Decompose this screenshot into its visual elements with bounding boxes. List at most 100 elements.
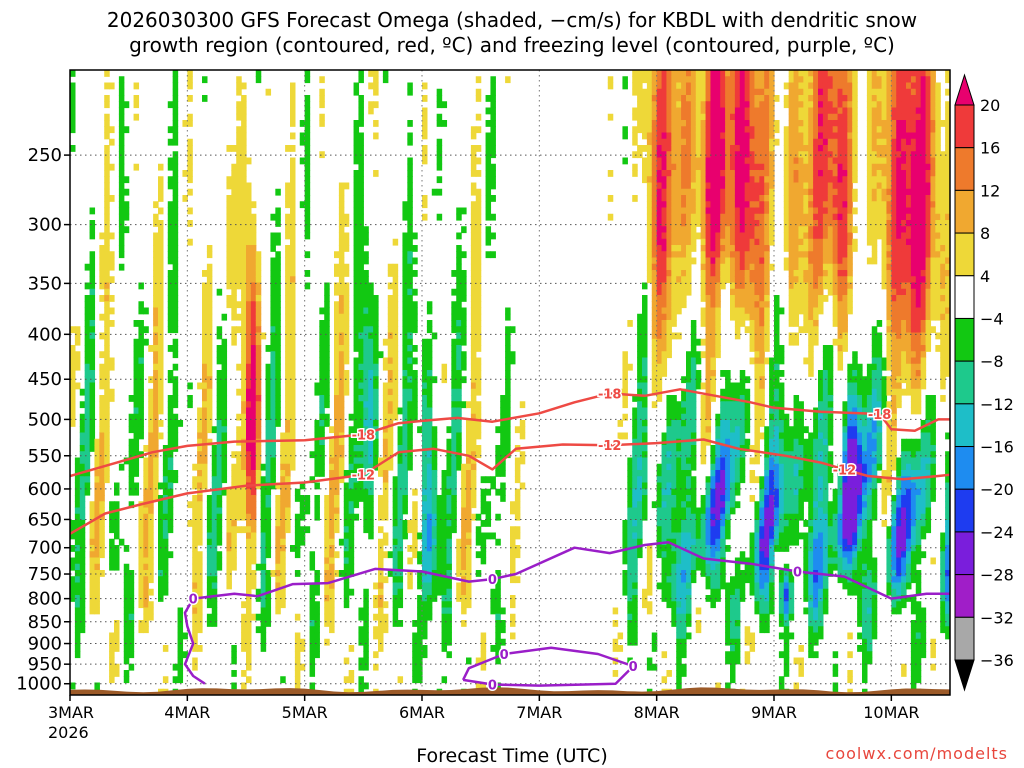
omega-cell: [373, 407, 379, 415]
omega-cell: [690, 545, 697, 552]
omega-cell: [241, 601, 247, 609]
omega-cell: [255, 276, 262, 284]
omega-cell: [656, 113, 663, 121]
omega-cell: [241, 201, 247, 209]
omega-cell: [319, 382, 325, 390]
omega-cell: [676, 151, 682, 159]
omega-cell: [358, 688, 364, 695]
omega-cell: [270, 270, 276, 277]
omega-cell: [290, 257, 296, 265]
omega-cell: [676, 482, 682, 490]
omega-cell: [681, 288, 687, 296]
omega-cell: [373, 438, 379, 446]
omega-cell: [70, 401, 76, 409]
omega-cell: [661, 320, 668, 327]
omega-cell: [666, 163, 672, 171]
omega-cell: [402, 238, 408, 246]
omega-cell: [451, 407, 457, 415]
omega-cell: [690, 426, 697, 434]
omega-cell: [79, 551, 86, 559]
omega-cell: [475, 401, 482, 409]
omega-cell: [642, 395, 648, 402]
omega-cell: [475, 513, 482, 521]
omega-cell: [158, 307, 164, 315]
omega-cell: [466, 445, 472, 452]
omega-cell: [690, 95, 697, 102]
omega-cell: [236, 107, 242, 115]
omega-cell: [397, 532, 404, 540]
omega-cell: [304, 107, 311, 115]
omega-cell: [500, 495, 506, 502]
omega-cell: [705, 345, 712, 352]
omega-cell: [280, 470, 286, 477]
omega-cell: [637, 70, 643, 77]
omega-cell: [700, 151, 707, 159]
omega-cell: [216, 370, 223, 377]
omega-cell: [172, 232, 179, 240]
omega-cell: [715, 595, 721, 602]
omega-cell: [260, 588, 267, 596]
omega-cell: [74, 482, 81, 490]
omega-cell: [89, 607, 96, 615]
omega-cell: [182, 170, 188, 177]
omega-cell: [422, 145, 428, 152]
omega-cell: [387, 388, 394, 396]
omega-cell: [128, 651, 135, 659]
omega-cell: [710, 601, 716, 609]
omega-cell: [206, 532, 213, 540]
omega-cell: [94, 532, 100, 540]
omega-cell: [177, 607, 184, 615]
omega-cell: [681, 620, 687, 627]
omega-cell: [162, 588, 169, 596]
omega-cell: [671, 588, 677, 596]
omega-cell: [632, 170, 638, 177]
omega-cell: [118, 176, 125, 184]
omega-cell: [422, 107, 428, 115]
omega-cell: [255, 432, 262, 440]
omega-cell: [422, 520, 428, 527]
omega-cell: [172, 132, 179, 140]
omega-cell: [671, 426, 677, 434]
omega-cell: [275, 313, 281, 321]
omega-cell: [294, 613, 301, 621]
omega-cell: [632, 626, 638, 634]
omega-cell: [138, 307, 144, 315]
omega-cell: [314, 470, 320, 477]
omega-cell: [74, 632, 81, 640]
omega-cell: [456, 595, 462, 602]
omega-cell: [153, 463, 159, 471]
omega-cell: [334, 501, 340, 509]
omega-cell: [666, 463, 672, 471]
omega-cell: [70, 595, 76, 602]
omega-cell: [290, 376, 296, 384]
omega-cell: [656, 463, 663, 471]
omega-cell: [705, 232, 712, 240]
omega-cell: [84, 463, 91, 471]
omega-cell: [236, 170, 242, 177]
omega-cell: [666, 326, 672, 334]
omega-cell: [470, 495, 477, 502]
omega-cell: [162, 551, 169, 559]
omega-cell: [632, 151, 638, 159]
omega-cell: [79, 613, 86, 621]
omega-cell: [118, 201, 125, 209]
omega-cell: [363, 332, 369, 340]
omega-cell: [241, 113, 247, 121]
omega-cell: [246, 570, 252, 577]
omega-cell: [368, 488, 374, 496]
omega-cell: [705, 145, 712, 152]
omega-cell: [172, 470, 179, 477]
omega-cell: [382, 413, 389, 421]
omega-cell: [94, 488, 100, 496]
omega-cell: [70, 563, 76, 571]
omega-cell: [417, 595, 423, 602]
omega-cell: [632, 138, 638, 146]
omega-cell: [676, 407, 682, 415]
omega-cell: [133, 370, 140, 377]
omega-cell: [226, 213, 232, 221]
omega-cell: [290, 382, 296, 390]
omega-cell: [676, 607, 682, 615]
omega-cell: [104, 420, 110, 427]
omega-cell: [334, 357, 340, 365]
omega-cell: [114, 638, 120, 646]
